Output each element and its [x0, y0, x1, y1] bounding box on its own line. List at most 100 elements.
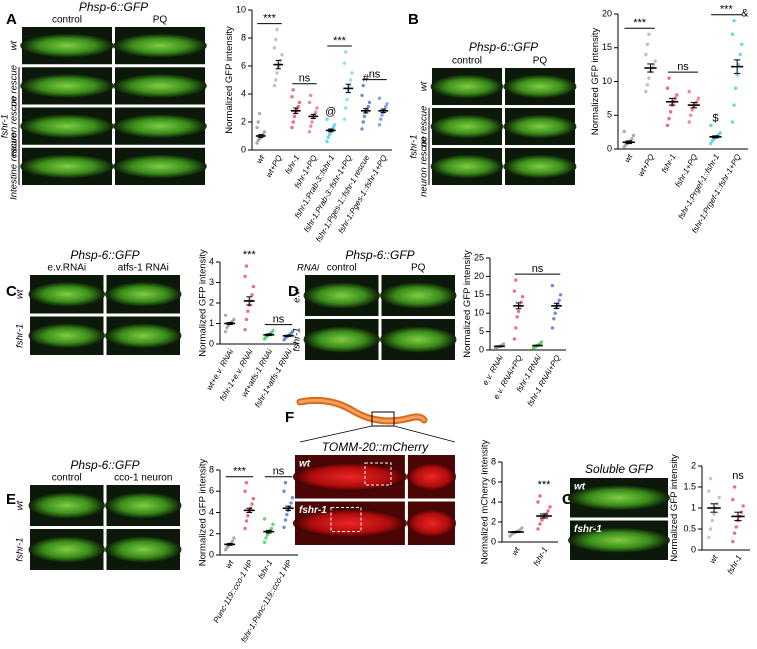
data-point	[250, 502, 254, 506]
data-point	[515, 315, 519, 319]
y-tick-label: 1.5	[683, 481, 696, 491]
data-point	[257, 111, 262, 116]
row-label: neuron rescue	[9, 96, 20, 157]
y-tick-label: 0	[691, 544, 696, 554]
data-point	[297, 100, 302, 105]
significance-label: ns	[369, 69, 381, 81]
data-point	[712, 512, 716, 516]
micrograph-signal	[20, 114, 114, 139]
micrograph-signal	[380, 326, 457, 353]
micrograph-signal	[430, 74, 504, 99]
significance-mark: #	[363, 73, 370, 85]
y-tick-label: 5	[479, 326, 484, 336]
data-point	[285, 512, 289, 517]
y-tick-label: 2	[209, 297, 214, 307]
data-point	[243, 526, 247, 531]
micrograph-signal	[113, 33, 207, 58]
y-tick-label: 15	[602, 42, 612, 52]
data-point	[362, 114, 367, 119]
data-point	[325, 117, 329, 121]
data-point	[730, 120, 735, 124]
row-label: wt	[299, 459, 311, 470]
panel-letter: A	[6, 11, 17, 28]
y-tick-label: 0	[241, 144, 246, 154]
data-point	[280, 53, 284, 57]
significance-label: ns	[532, 263, 544, 275]
significance-label: ***	[263, 13, 277, 25]
data-point	[710, 518, 714, 523]
data-point	[546, 509, 550, 513]
data-point	[251, 496, 256, 501]
row-label: fshr-1	[292, 327, 303, 351]
y-axis-label: Normalized GFP intensity	[224, 26, 235, 134]
data-point	[536, 527, 540, 531]
data-point	[653, 59, 657, 63]
y-tick-label: 3	[209, 277, 214, 287]
y-axis-label: Normalized GFP intensity	[197, 249, 208, 357]
significance-mark: @	[325, 106, 336, 118]
y-axis-label: Normalized GFP intensity	[197, 458, 208, 566]
significance-label: ns	[732, 470, 744, 482]
data-point	[246, 513, 250, 518]
data-point	[687, 120, 691, 124]
data-point	[244, 481, 249, 485]
row-label: fshr-1	[15, 324, 26, 348]
micrograph-signal	[292, 509, 408, 538]
panel-letter: D	[288, 283, 299, 300]
data-point	[325, 139, 329, 144]
micrograph-signal	[503, 114, 577, 139]
x-tick-label: wt	[623, 152, 635, 164]
data-point	[647, 32, 651, 36]
y-tick-label: 2	[691, 460, 696, 470]
panel-title: Phsp-6::GFP	[345, 248, 414, 262]
panel-title: Soluble GFP	[585, 462, 653, 476]
y-tick-label: 20	[602, 8, 612, 18]
micrograph-signal	[503, 154, 577, 179]
data-point	[350, 71, 354, 75]
row-label: wt	[9, 41, 20, 51]
y-tick-label: 1	[691, 502, 696, 512]
row-label: no rescue	[419, 106, 430, 148]
y-tick-label: 6	[209, 486, 214, 496]
data-point	[733, 86, 738, 90]
panel-letter: F	[285, 409, 294, 426]
y-tick-label: 8	[491, 456, 496, 466]
significance-label: ns	[677, 61, 689, 73]
y-tick-label: 0	[491, 536, 496, 546]
significance-mark: $	[712, 112, 718, 124]
y-tick-label: 0	[479, 344, 484, 354]
data-point	[731, 497, 735, 502]
micrograph-signal	[28, 281, 105, 307]
y-tick-label: 6	[241, 60, 246, 70]
y-tick-label: 4	[491, 496, 496, 506]
x-tick-label: fshr-1	[283, 154, 301, 176]
data-point	[645, 42, 650, 47]
micrograph-signal	[28, 323, 105, 349]
y-tick-label: 6	[491, 476, 496, 486]
y-tick-label: 2	[241, 116, 246, 126]
micrograph-signal	[430, 114, 504, 139]
data-point	[717, 495, 721, 500]
data-point	[251, 284, 256, 289]
data-point	[732, 103, 736, 107]
data-point	[342, 117, 347, 121]
y-tick-label: 4	[241, 88, 246, 98]
data-point	[514, 326, 518, 330]
data-point	[708, 476, 713, 481]
zoom-box	[330, 507, 362, 532]
panel-letter: C	[6, 283, 17, 300]
data-point	[282, 525, 286, 530]
y-tick-label: 4	[209, 256, 214, 266]
data-point	[548, 505, 552, 509]
micrograph-signal	[105, 323, 182, 349]
data-point	[332, 123, 337, 127]
y-tick-label: 15	[474, 289, 484, 299]
data-point	[550, 283, 555, 288]
micrograph-signal	[568, 527, 670, 553]
micrograph-signal	[20, 154, 114, 179]
data-point	[344, 50, 348, 54]
micrograph-signal	[113, 73, 207, 98]
data-point	[244, 519, 249, 523]
data-point	[275, 71, 279, 75]
x-tick-label: wt	[255, 153, 267, 165]
